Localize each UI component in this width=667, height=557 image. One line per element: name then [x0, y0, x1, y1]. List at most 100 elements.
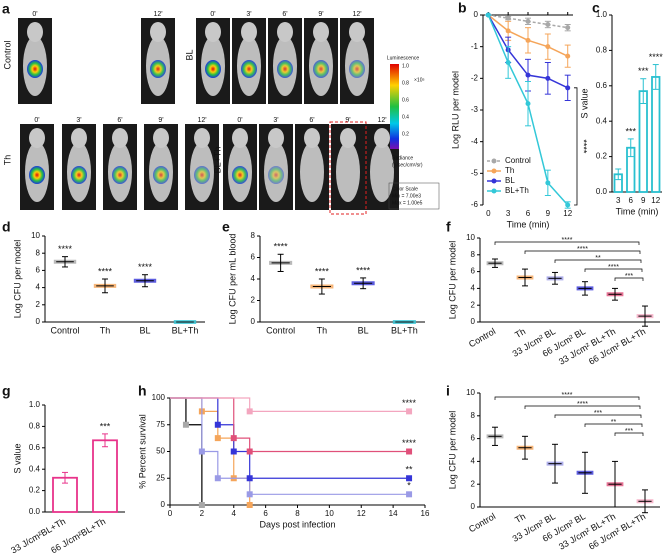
annotation: **** [402, 398, 417, 408]
signal [232, 166, 248, 184]
y-tick-label: 10 [31, 231, 40, 240]
panel-letter: c [592, 0, 600, 16]
bracket-label: **** [562, 392, 573, 399]
x-tick-label: 12 [651, 196, 660, 205]
legend-label: BL+Th [505, 186, 529, 195]
point [182, 421, 189, 428]
scale-box-text: Min = 7.00e3 [392, 193, 421, 199]
signal [112, 166, 128, 184]
y-tick-label: 6 [251, 253, 256, 262]
signal [241, 60, 257, 78]
x-tick-label: 6 [526, 209, 531, 218]
bracket [554, 414, 642, 418]
point [525, 101, 531, 107]
y-axis-label: % Percent survival [137, 414, 147, 489]
point [565, 25, 571, 31]
bracket [584, 268, 643, 272]
time-label: 6' [117, 117, 122, 124]
annotation: **** [649, 52, 664, 62]
mouse-body [336, 142, 360, 202]
scale-unit: ×10⁵ [414, 77, 425, 83]
time-label: 12' [352, 11, 361, 18]
y-tick-label: 2 [36, 300, 41, 309]
y-tick-label: 0.4 [29, 464, 41, 473]
x-tick-label: 6 [263, 509, 268, 518]
y-axis-label: Log CFU per mL blood [227, 234, 237, 325]
mouse-head [112, 128, 128, 148]
panel-letter: i [446, 383, 450, 399]
legend-marker [491, 168, 497, 174]
time-label: 6' [309, 117, 314, 124]
group-label: BL [184, 49, 194, 60]
point [246, 475, 253, 482]
x-tick-label: Th [513, 511, 527, 525]
time-label: 3' [246, 11, 251, 18]
y-tick-label: 0 [251, 317, 256, 326]
survival-line [170, 397, 410, 479]
mouse-head [232, 128, 248, 148]
bracket-label: **** [577, 246, 588, 253]
mouse-body [300, 142, 324, 202]
y-tick-label: 10 [466, 233, 475, 242]
group-label: BL+Th [212, 147, 222, 174]
annotation: **** [579, 139, 589, 154]
bracket [494, 241, 640, 245]
bracket-label: ** [595, 255, 601, 262]
time-label: 9' [345, 117, 350, 124]
mouse-head [205, 22, 221, 42]
bracket [524, 250, 641, 254]
x-tick-label: BL+Th [391, 325, 418, 335]
signal [277, 60, 293, 78]
time-label: 12' [377, 117, 386, 124]
x-tick-label: 2 [200, 509, 205, 518]
mouse-head [241, 22, 257, 42]
y-tick-label: 6 [471, 434, 476, 443]
scale-tick: 1.0 [402, 63, 409, 69]
x-tick-label: 16 [421, 509, 430, 518]
y-tick-label: 8 [471, 250, 476, 259]
survival-line [170, 397, 410, 412]
signal [349, 60, 365, 78]
signal [313, 60, 329, 78]
time-label: 12' [153, 11, 162, 18]
point [545, 75, 551, 81]
y-axis-label: S value [579, 88, 589, 118]
y-tick-label: 0 [36, 317, 41, 326]
x-tick-label: BL+Th [172, 325, 199, 335]
point [214, 435, 221, 442]
point [406, 475, 413, 482]
y-tick-label: 0.0 [29, 507, 41, 516]
time-label: 9' [158, 117, 163, 124]
mouse-head [313, 22, 329, 42]
y-tick-label: 2 [471, 300, 476, 309]
scale-box-text: Max = 1.00e5 [392, 200, 423, 206]
x-axis-label: Time (min) [616, 206, 659, 216]
scale-bar [390, 64, 399, 149]
y-tick-label: 4 [251, 274, 256, 283]
bracket-label: *** [625, 428, 633, 435]
scale-tick: 0.4 [402, 114, 409, 120]
mouse-head [304, 128, 320, 148]
time-label: 0' [237, 117, 242, 124]
y-tick-label: 8 [471, 411, 476, 420]
point [505, 28, 511, 34]
x-tick-label: 8 [295, 509, 300, 518]
y-tick-label: 0 [474, 10, 479, 19]
legend-label: BL [505, 176, 515, 185]
y-tick-label: 4 [36, 283, 41, 292]
y-tick-label: 0.8 [596, 46, 608, 55]
point [545, 44, 551, 50]
mouse-head [29, 128, 45, 148]
y-axis-label: Log RLU per model [450, 71, 460, 149]
x-tick-label: 9 [641, 196, 646, 205]
bracket [494, 396, 640, 400]
y-tick-label: 0 [161, 500, 166, 509]
mouse-head [71, 128, 87, 148]
y-tick-label: -1 [471, 42, 479, 51]
y-tick-label: 0.8 [29, 422, 41, 431]
y-tick-label: 100 [152, 393, 166, 402]
panel-letter: e [222, 219, 230, 235]
x-tick-label: 4 [232, 509, 237, 518]
time-label: 0' [210, 11, 215, 18]
